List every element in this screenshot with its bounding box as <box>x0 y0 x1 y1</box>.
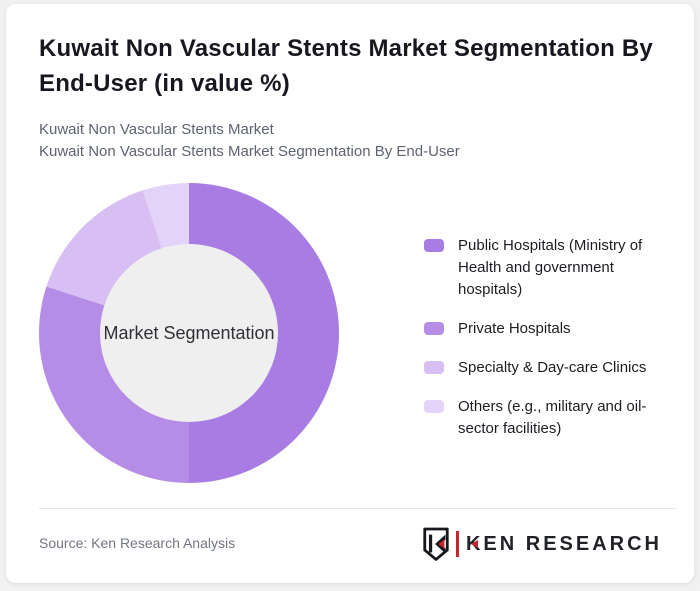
legend-item: Public Hospitals (Ministry of Health and… <box>424 235 672 301</box>
chart-subtitle-line-2: Kuwait Non Vascular Stents Market Segmen… <box>39 143 460 160</box>
logo-letter-k: K <box>465 532 484 555</box>
donut-chart: Market Segmentation <box>39 183 339 483</box>
legend-swatch-icon <box>424 361 444 374</box>
source-text: Source: Ken Research Analysis <box>39 535 236 551</box>
ken-research-logo: K EN RESEARCH <box>421 525 662 563</box>
legend-item: Others (e.g., military and oil-sector fa… <box>424 396 672 440</box>
ken-research-shield-icon <box>423 527 449 561</box>
chart-subtitle-line-1: Kuwait Non Vascular Stents Market <box>39 121 274 138</box>
legend-label: Private Hospitals <box>458 320 571 337</box>
chart-subtitles: Kuwait Non Vascular Stents Market Kuwait… <box>39 119 460 163</box>
logo-wordmark-rest: EN RESEARCH <box>483 532 662 555</box>
chart-title: Kuwait Non Vascular Stents Market Segmen… <box>39 35 653 97</box>
legend-item: Specialty & Day-care Clinics <box>424 357 672 379</box>
legend-swatch-icon <box>424 400 444 413</box>
legend-item: Private Hospitals <box>424 318 672 340</box>
chart-legend: Public Hospitals (Ministry of Health and… <box>424 235 672 440</box>
footer-divider <box>39 508 676 509</box>
legend-swatch-icon <box>424 239 444 252</box>
logo-separator <box>455 531 459 557</box>
legend-label: Others (e.g., military and oil-sector fa… <box>458 398 647 437</box>
legend-label: Public Hospitals (Ministry of Health and… <box>458 237 643 298</box>
legend-label: Specialty & Day-care Clinics <box>458 359 647 376</box>
logo-wordmark: K EN RESEARCH <box>466 533 662 556</box>
donut-center-label: Market Segmentation <box>103 322 275 343</box>
legend-swatch-icon <box>424 322 444 335</box>
logo-k-red-triangle-icon <box>470 540 478 548</box>
chart-card: Kuwait Non Vascular Stents Market Segmen… <box>6 4 694 583</box>
donut-hole: Market Segmentation <box>100 244 278 422</box>
